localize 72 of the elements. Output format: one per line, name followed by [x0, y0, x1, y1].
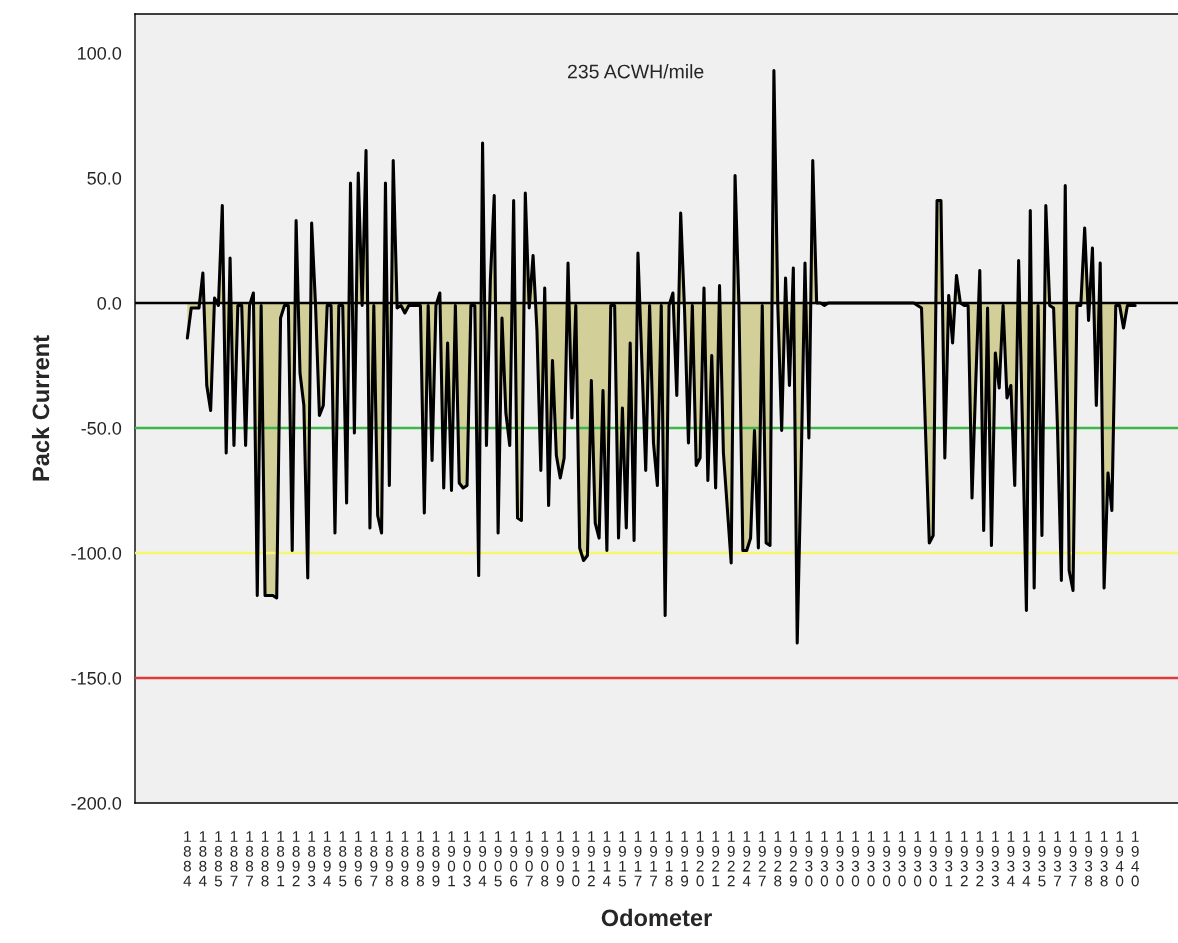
- x-tick-label: 1934: [1022, 831, 1031, 887]
- x-tick-label: 1893: [307, 831, 316, 887]
- x-tick-label: 1930: [867, 831, 875, 887]
- y-tick-label: 100.0: [78, 46, 122, 60]
- x-tick-label: 1915: [618, 831, 627, 887]
- x-tick-label: 1897: [370, 831, 378, 887]
- y-tick-label: -50.0: [81, 421, 122, 435]
- x-tick-label: 1940: [1115, 831, 1124, 887]
- x-tick-label: 1920: [696, 831, 704, 887]
- x-tick-label: 1934: [1006, 831, 1015, 887]
- x-tick-label: 1888: [261, 831, 269, 887]
- x-tick-label: 1938: [1100, 831, 1108, 887]
- x-tick-label: 1906: [509, 831, 518, 887]
- x-tick-label: 1937: [1069, 831, 1077, 887]
- x-tick-label: 1930: [913, 831, 922, 887]
- x-tick-label: 1892: [292, 831, 300, 887]
- x-tick-label: 1930: [929, 831, 937, 887]
- x-tick-label: 1918: [665, 831, 673, 887]
- x-tick-label: 1887: [245, 831, 254, 887]
- x-tick-label: 1912: [587, 831, 595, 887]
- x-tick-label: 1898: [401, 831, 409, 887]
- x-tick-label: 1930: [836, 831, 844, 887]
- x-tick-label: 1919: [681, 831, 689, 887]
- x-tick-label: 1930: [805, 831, 813, 887]
- x-tick-label: 1917: [649, 831, 658, 887]
- x-axis-title: Odometer: [601, 908, 712, 927]
- x-tick-label: 1932: [960, 831, 968, 887]
- x-tick-label: 1924: [742, 831, 751, 887]
- x-tick-label: 1931: [945, 831, 953, 887]
- x-tick-label: 1930: [851, 831, 860, 887]
- x-tick-label: 1928: [774, 831, 782, 887]
- x-tick-label: 1917: [634, 831, 642, 887]
- x-tick-label: 1910: [572, 831, 580, 887]
- x-tick-label: 1898: [416, 831, 424, 887]
- annotation: 235 ACWH/mile: [568, 64, 704, 79]
- x-tick-label: 1884: [198, 831, 207, 887]
- x-tick-label: 1930: [820, 831, 829, 887]
- x-tick-label: 1884: [183, 831, 192, 887]
- x-tick-label: 1894: [323, 831, 331, 887]
- y-axis-title: Pack Current: [31, 335, 50, 481]
- x-tick-label: 1935: [1038, 831, 1046, 887]
- x-tick-label: 1901: [447, 831, 456, 887]
- y-tick-label: -200.0: [71, 796, 122, 810]
- x-tick-label: 1927: [758, 831, 766, 887]
- x-tick-label: 1905: [494, 831, 502, 887]
- x-tick-label: 1895: [339, 831, 347, 887]
- x-tick-label: 1887: [230, 831, 238, 887]
- x-tick-label: 1899: [432, 831, 440, 887]
- x-tick-label: 1921: [712, 831, 720, 887]
- x-tick-label: 1932: [976, 831, 984, 887]
- x-tick-label: 1885: [214, 831, 223, 887]
- x-tick-label: 1930: [882, 831, 891, 887]
- x-tick-label: 1937: [1053, 831, 1062, 887]
- x-tick-label: 1903: [463, 831, 471, 887]
- x-tick-label: 1940: [1131, 831, 1139, 887]
- x-tick-label: 1922: [727, 831, 735, 887]
- y-tick-label: 0.0: [97, 296, 122, 310]
- x-tick-label: 1896: [354, 831, 362, 887]
- y-tick-label: -150.0: [71, 671, 122, 685]
- y-tick-label: 50.0: [87, 171, 122, 185]
- y-tick-label: -100.0: [71, 546, 122, 560]
- x-tick-label: 1938: [1084, 831, 1093, 887]
- x-tick-label: 1929: [789, 831, 797, 887]
- x-tick-label: 1909: [556, 831, 564, 887]
- x-tick-label: 1933: [991, 831, 999, 887]
- x-tick-label: 1908: [541, 831, 549, 887]
- x-tick-label: 1914: [602, 831, 611, 887]
- x-tick-label: 1907: [525, 831, 533, 887]
- x-tick-label: 1904: [478, 831, 487, 887]
- x-tick-label: 1898: [385, 831, 393, 887]
- x-tick-label: 1930: [898, 831, 906, 887]
- x-tick-label: 1891: [276, 831, 285, 887]
